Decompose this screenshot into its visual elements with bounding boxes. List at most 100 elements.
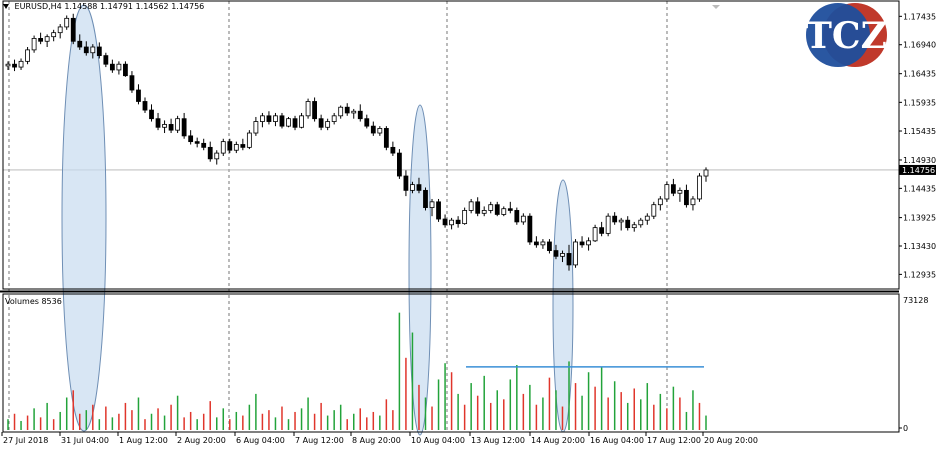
candle-body <box>129 75 135 91</box>
candle-body <box>292 118 298 128</box>
candle-body <box>286 118 291 127</box>
time-tick-label: 1 Aug 12:00 <box>119 436 168 445</box>
candle-body <box>318 118 324 128</box>
candle <box>266 111 272 125</box>
candle <box>416 177 422 194</box>
candle <box>605 213 611 237</box>
candle-body <box>44 36 50 42</box>
candle-body <box>670 184 676 194</box>
candle <box>501 206 507 217</box>
time-tick-label: 16 Aug 04:00 <box>590 436 644 445</box>
candle-body <box>586 240 591 246</box>
candle-body <box>188 135 194 143</box>
candle <box>136 84 141 105</box>
price-tick-label: 1.13430 <box>903 242 936 251</box>
candle <box>77 34 83 50</box>
candle-body <box>207 146 213 160</box>
candle-body <box>416 184 422 191</box>
candle-body <box>547 241 552 251</box>
candle-body <box>162 124 167 128</box>
candle <box>429 198 435 217</box>
candle <box>657 196 663 211</box>
candle <box>18 58 24 70</box>
time-tick-label: 27 Jul 2018 <box>3 436 48 445</box>
candle-body <box>96 46 102 57</box>
candle <box>514 207 520 225</box>
candle <box>338 105 344 119</box>
candle <box>599 221 605 237</box>
current-price-box <box>899 164 936 175</box>
candle-body <box>403 175 409 191</box>
candle <box>51 29 57 42</box>
candle <box>344 103 350 116</box>
candle-body <box>540 241 546 246</box>
candle <box>370 121 376 136</box>
dropdown-triangle-icon[interactable] <box>3 4 9 9</box>
candle <box>651 201 657 220</box>
candle <box>305 98 311 119</box>
candle-body <box>481 210 487 214</box>
candle-body <box>429 201 435 208</box>
candle-body <box>625 219 631 229</box>
candle-body <box>442 218 448 226</box>
candle-body <box>273 115 278 122</box>
candle <box>325 118 331 131</box>
candle-body <box>312 101 317 120</box>
candle-body <box>677 189 683 194</box>
candle-body <box>514 210 520 223</box>
candle-body <box>455 219 461 225</box>
candle-body <box>51 32 57 38</box>
candle <box>527 213 533 245</box>
price-tick-label: 1.12935 <box>903 270 936 279</box>
volume-bars-layer <box>7 312 707 430</box>
candle-body <box>109 63 115 71</box>
candle-body <box>644 215 650 221</box>
candle-body <box>410 184 415 191</box>
candle-body <box>390 146 396 154</box>
candle-body <box>690 198 696 206</box>
candle-body <box>64 17 70 28</box>
candle-body <box>370 125 376 134</box>
candle-body <box>12 63 17 68</box>
candle <box>83 41 89 56</box>
candle-body <box>338 106 344 117</box>
candle-body <box>684 189 689 206</box>
candle <box>586 237 591 251</box>
candle <box>5 61 11 70</box>
candle-body <box>351 110 357 114</box>
candle-body <box>475 201 481 214</box>
candle-body <box>357 110 363 120</box>
candle <box>364 114 370 129</box>
candle <box>390 141 396 156</box>
candle <box>670 178 676 197</box>
candle-body <box>253 121 259 134</box>
candle-body <box>553 250 559 257</box>
candle-body <box>220 141 226 154</box>
candle <box>488 201 494 214</box>
candle-body <box>449 219 454 226</box>
candle-body <box>77 40 83 48</box>
candle <box>579 236 585 248</box>
candle <box>553 244 559 260</box>
candle <box>612 212 618 225</box>
candle-body <box>246 132 252 148</box>
time-tick-label: 20 Aug 20:00 <box>704 436 758 445</box>
volume-panel-title: Volumes 8536 <box>5 297 62 306</box>
candle <box>560 250 565 263</box>
candle <box>410 181 415 194</box>
candle <box>684 184 689 208</box>
candle <box>507 201 513 214</box>
volume-panel-frame <box>2 293 900 433</box>
candle <box>312 97 317 122</box>
candle <box>273 112 278 127</box>
price-tick-label: 1.14930 <box>903 156 936 165</box>
candle <box>468 198 474 214</box>
time-tick-label: 7 Aug 12:00 <box>295 436 344 445</box>
candle-body <box>344 106 350 114</box>
price-tick-label: 1.13925 <box>903 214 936 223</box>
candle <box>142 97 148 113</box>
candle <box>162 120 167 134</box>
candle <box>520 213 526 225</box>
